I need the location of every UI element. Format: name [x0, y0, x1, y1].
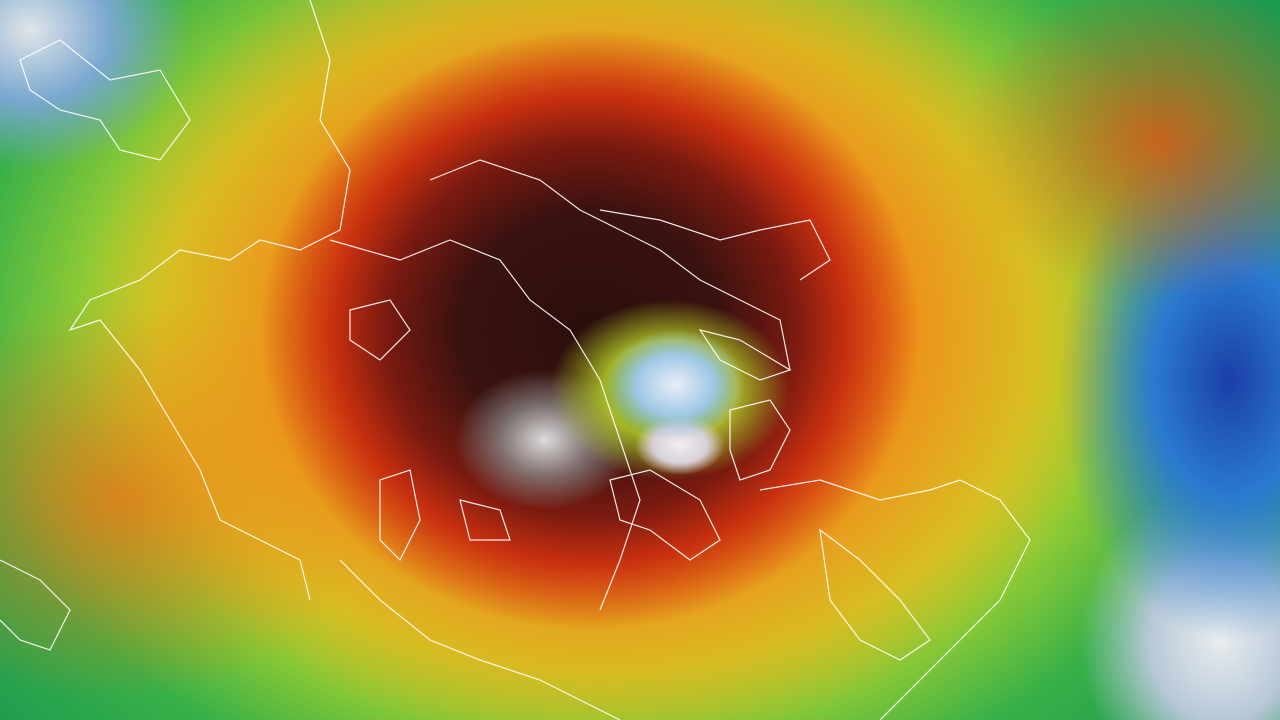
coastline [349, 299, 411, 361]
coastline [0, 559, 71, 651]
coastline [729, 399, 791, 481]
coastline [19, 39, 191, 161]
coastline [329, 239, 641, 611]
coastline [459, 499, 511, 541]
coastline [759, 479, 1031, 720]
coastline [68, 0, 351, 601]
coastline [819, 528, 931, 661]
coastline [599, 209, 831, 281]
coastline [698, 329, 792, 381]
coastline [379, 469, 421, 562]
coastline [429, 159, 791, 371]
coastline [609, 469, 721, 561]
coastline [339, 559, 621, 720]
